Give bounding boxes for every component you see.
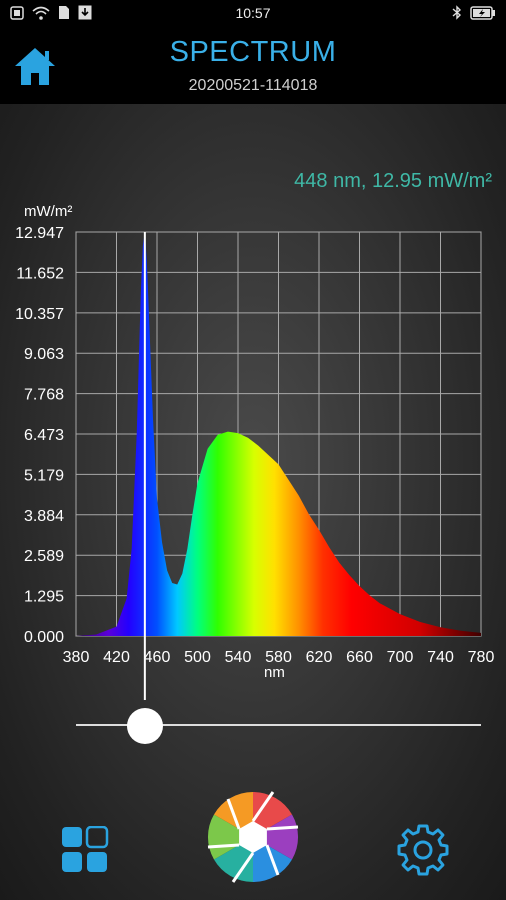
camera-aperture-icon[interactable]: [206, 790, 300, 884]
spectrum-area: [76, 231, 481, 636]
status-bar: 10:57: [0, 0, 506, 26]
x-tick-label: 540: [225, 649, 252, 666]
sim-icon: [59, 6, 69, 19]
home-button[interactable]: [12, 44, 58, 88]
app-header: SPECTRUM 20200521-114018: [0, 26, 506, 104]
wavelength-slider-thumb[interactable]: [126, 708, 163, 744]
spectrum-chart: 0.000 1.295 2.589 3.884 5.179 6.473 7.768 9.063…: [15, 225, 495, 700]
bluetooth-icon: [452, 5, 462, 20]
x-axis-ticks: 380 420 460 500 540 580 620 660 700 740 780: [63, 649, 495, 666]
y-tick-label: 10.357: [15, 306, 64, 323]
wavelength-slider-track[interactable]: [76, 724, 481, 726]
x-tick-label: 780: [468, 649, 495, 666]
home-icon: [15, 48, 55, 85]
x-tick-label: 460: [144, 649, 171, 666]
wifi-icon: [32, 6, 50, 20]
y-tick-label: 11.652: [16, 265, 64, 282]
y-tick-label: 1.295: [24, 589, 64, 606]
x-tick-label: 420: [103, 649, 130, 666]
grid-icon[interactable]: [61, 826, 109, 874]
y-tick-label: 3.884: [24, 508, 64, 525]
x-tick-label: 580: [265, 649, 292, 666]
y-tick-label: 5.179: [24, 467, 64, 484]
y-tick-label: 7.768: [24, 387, 64, 404]
y-tick-label: 9.063: [24, 346, 64, 363]
y-tick-label: 2.589: [24, 548, 64, 565]
x-tick-label: 620: [306, 649, 333, 666]
x-axis-unit: nm: [264, 664, 285, 681]
y-axis-ticks: 0.000 1.295 2.589 3.884 5.179 6.473 7.768 9.063…: [15, 225, 64, 646]
x-tick-label: 660: [346, 649, 373, 666]
y-tick-label: 12.947: [15, 225, 64, 242]
y-tick-label: 0.000: [24, 629, 64, 646]
y-tick-label: 6.473: [24, 427, 64, 444]
x-tick-label: 700: [387, 649, 414, 666]
measurement-id: 20200521-114018: [188, 77, 318, 94]
status-time: 10:57: [235, 5, 271, 21]
x-tick-label: 740: [427, 649, 454, 666]
status-left-icons: [10, 5, 92, 20]
x-tick-label: 380: [63, 649, 90, 666]
download-icon: [78, 5, 92, 20]
gear-icon[interactable]: [396, 823, 450, 877]
status-right-icons: [452, 5, 496, 20]
y-axis-unit: mW/m²: [24, 203, 73, 220]
page-title: SPECTRUM: [169, 36, 337, 68]
battery-charging-icon: [470, 5, 495, 20]
cursor-readout: 448 nm, 12.95 mW/m²: [294, 170, 492, 192]
x-tick-label: 500: [184, 649, 211, 666]
notification-icon: [10, 5, 24, 20]
